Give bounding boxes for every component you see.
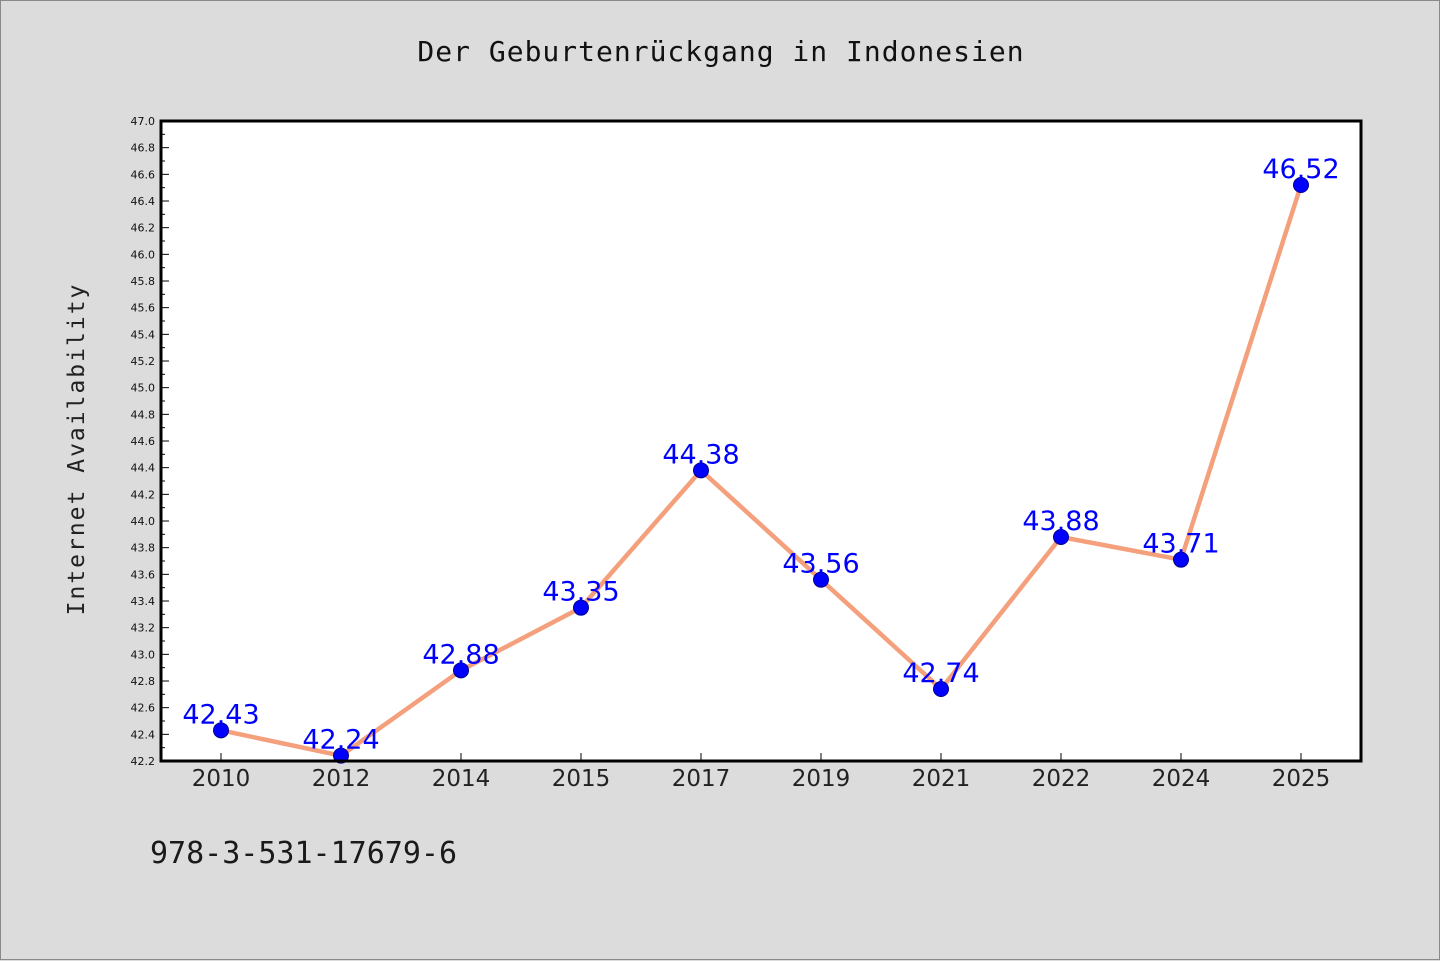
x-tick-label: 2015 — [552, 766, 611, 792]
y-tick-label: 45.6 — [131, 302, 156, 315]
data-label: 42.43 — [182, 699, 259, 730]
series-line — [218, 182, 1304, 758]
chart-title: Der Geburtenrückgang in Indonesien — [417, 35, 1025, 68]
y-tick-label: 46.4 — [131, 195, 156, 208]
data-point — [1293, 177, 1309, 193]
y-tick-label: 45.8 — [131, 275, 156, 288]
data-point — [693, 462, 709, 479]
data-point — [333, 747, 349, 764]
y-tick-label: 44.6 — [131, 435, 156, 448]
x-tick-label: 2019 — [792, 766, 851, 792]
y-tick-label: 43.6 — [131, 568, 156, 581]
data-point — [933, 681, 949, 697]
x-tick-label: 2025 — [1272, 766, 1331, 792]
y-tick-label: 43.2 — [131, 622, 156, 635]
y-tick-label: 47.0 — [131, 115, 156, 128]
y-tick-label: 43.8 — [131, 542, 156, 555]
data-label: 42.74 — [902, 658, 979, 689]
y-tick-label: 44.4 — [131, 462, 156, 475]
data-label: 43.88 — [1022, 506, 1099, 537]
y-tick-label: 44.8 — [131, 408, 156, 421]
plot-area — [161, 121, 1361, 761]
y-tick-label: 43.0 — [131, 648, 156, 661]
data-label: 43.35 — [542, 577, 619, 608]
data-point — [813, 571, 829, 588]
data-point — [1173, 551, 1189, 568]
data-point — [213, 722, 229, 739]
y-tick-label: 46.2 — [131, 222, 156, 235]
y-tick-label: 42.4 — [131, 728, 156, 741]
x-tick-label: 2012 — [312, 766, 371, 792]
x-tick-label: 2021 — [912, 766, 971, 792]
y-tick-label: 46.0 — [131, 248, 156, 261]
data-label: 42.88 — [422, 639, 499, 670]
y-tick-label: 46.8 — [131, 142, 156, 155]
x-tick-label: 2010 — [192, 766, 251, 792]
y-tick-label: 42.6 — [131, 702, 156, 715]
data-label: 46.52 — [1262, 154, 1339, 185]
y-tick-label: 44.0 — [131, 515, 156, 528]
data-label: 42.24 — [302, 725, 379, 756]
data-point — [1053, 529, 1069, 545]
data-point — [453, 662, 469, 679]
y-tick-label: 42.8 — [131, 675, 156, 688]
x-tick-label: 2014 — [432, 766, 491, 792]
y-tick-label: 45.4 — [131, 328, 156, 341]
y-tick-label: 43.4 — [131, 595, 156, 608]
data-label: 44.38 — [662, 439, 739, 470]
y-tick-label: 42.2 — [131, 755, 156, 768]
x-tick-label: 2022 — [1032, 766, 1091, 792]
data-label: 43.71 — [1142, 529, 1219, 560]
data-label: 43.56 — [782, 549, 859, 580]
plot-frame — [159, 119, 1363, 763]
y-tick-label: 44.2 — [131, 488, 156, 501]
x-tick-label: 2024 — [1152, 766, 1211, 792]
x-tick-label: 2017 — [672, 766, 731, 792]
y-tick-label: 45.0 — [131, 382, 156, 395]
y-tick-label: 46.6 — [131, 168, 156, 181]
y-tick-label: 45.2 — [131, 355, 156, 368]
isbn-text: 978-3-531-17679-6 — [150, 836, 458, 871]
data-point — [573, 599, 589, 616]
